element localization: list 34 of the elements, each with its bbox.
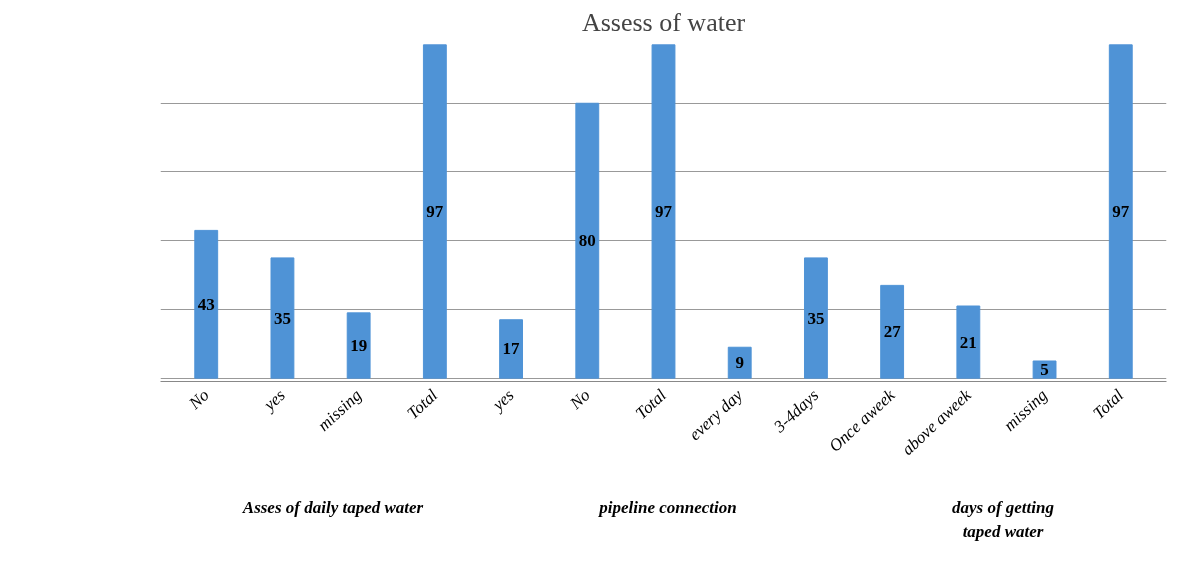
bar — [499, 319, 524, 379]
x-tick-label: No — [184, 385, 213, 414]
bar — [651, 44, 676, 379]
bar — [194, 229, 219, 379]
data-label: 97 — [426, 202, 444, 221]
chart-title: Assess of water — [581, 7, 746, 37]
data-label: 35 — [273, 308, 291, 328]
x-tick-label: yes — [487, 385, 518, 416]
data-label: 17 — [502, 339, 521, 359]
data-label: 97 — [1112, 202, 1130, 221]
data-label: 5 — [1040, 360, 1049, 380]
bar — [956, 305, 981, 379]
bar — [1108, 44, 1133, 379]
bar — [346, 312, 371, 379]
text: Asses of daily taped water — [241, 497, 425, 519]
data-label: 43 — [197, 294, 215, 314]
x-tick-label: No — [565, 385, 594, 414]
bar — [803, 257, 828, 379]
bar — [270, 257, 295, 379]
bar — [880, 284, 905, 379]
text: pipeline connection — [597, 497, 738, 519]
bar — [1032, 360, 1057, 379]
bar — [575, 102, 600, 379]
data-label: 80 — [578, 231, 596, 251]
data-label: 35 — [807, 308, 825, 328]
data-label: 9 — [735, 353, 744, 373]
text: days of getting taped water — [951, 497, 1055, 544]
data-label: 19 — [350, 336, 368, 356]
data-label: 27 — [883, 322, 902, 342]
data-label: 21 — [959, 332, 977, 352]
bar — [422, 44, 447, 379]
x-tick-label: yes — [258, 385, 290, 416]
bar — [727, 346, 752, 379]
data-label: 97 — [655, 202, 673, 221]
